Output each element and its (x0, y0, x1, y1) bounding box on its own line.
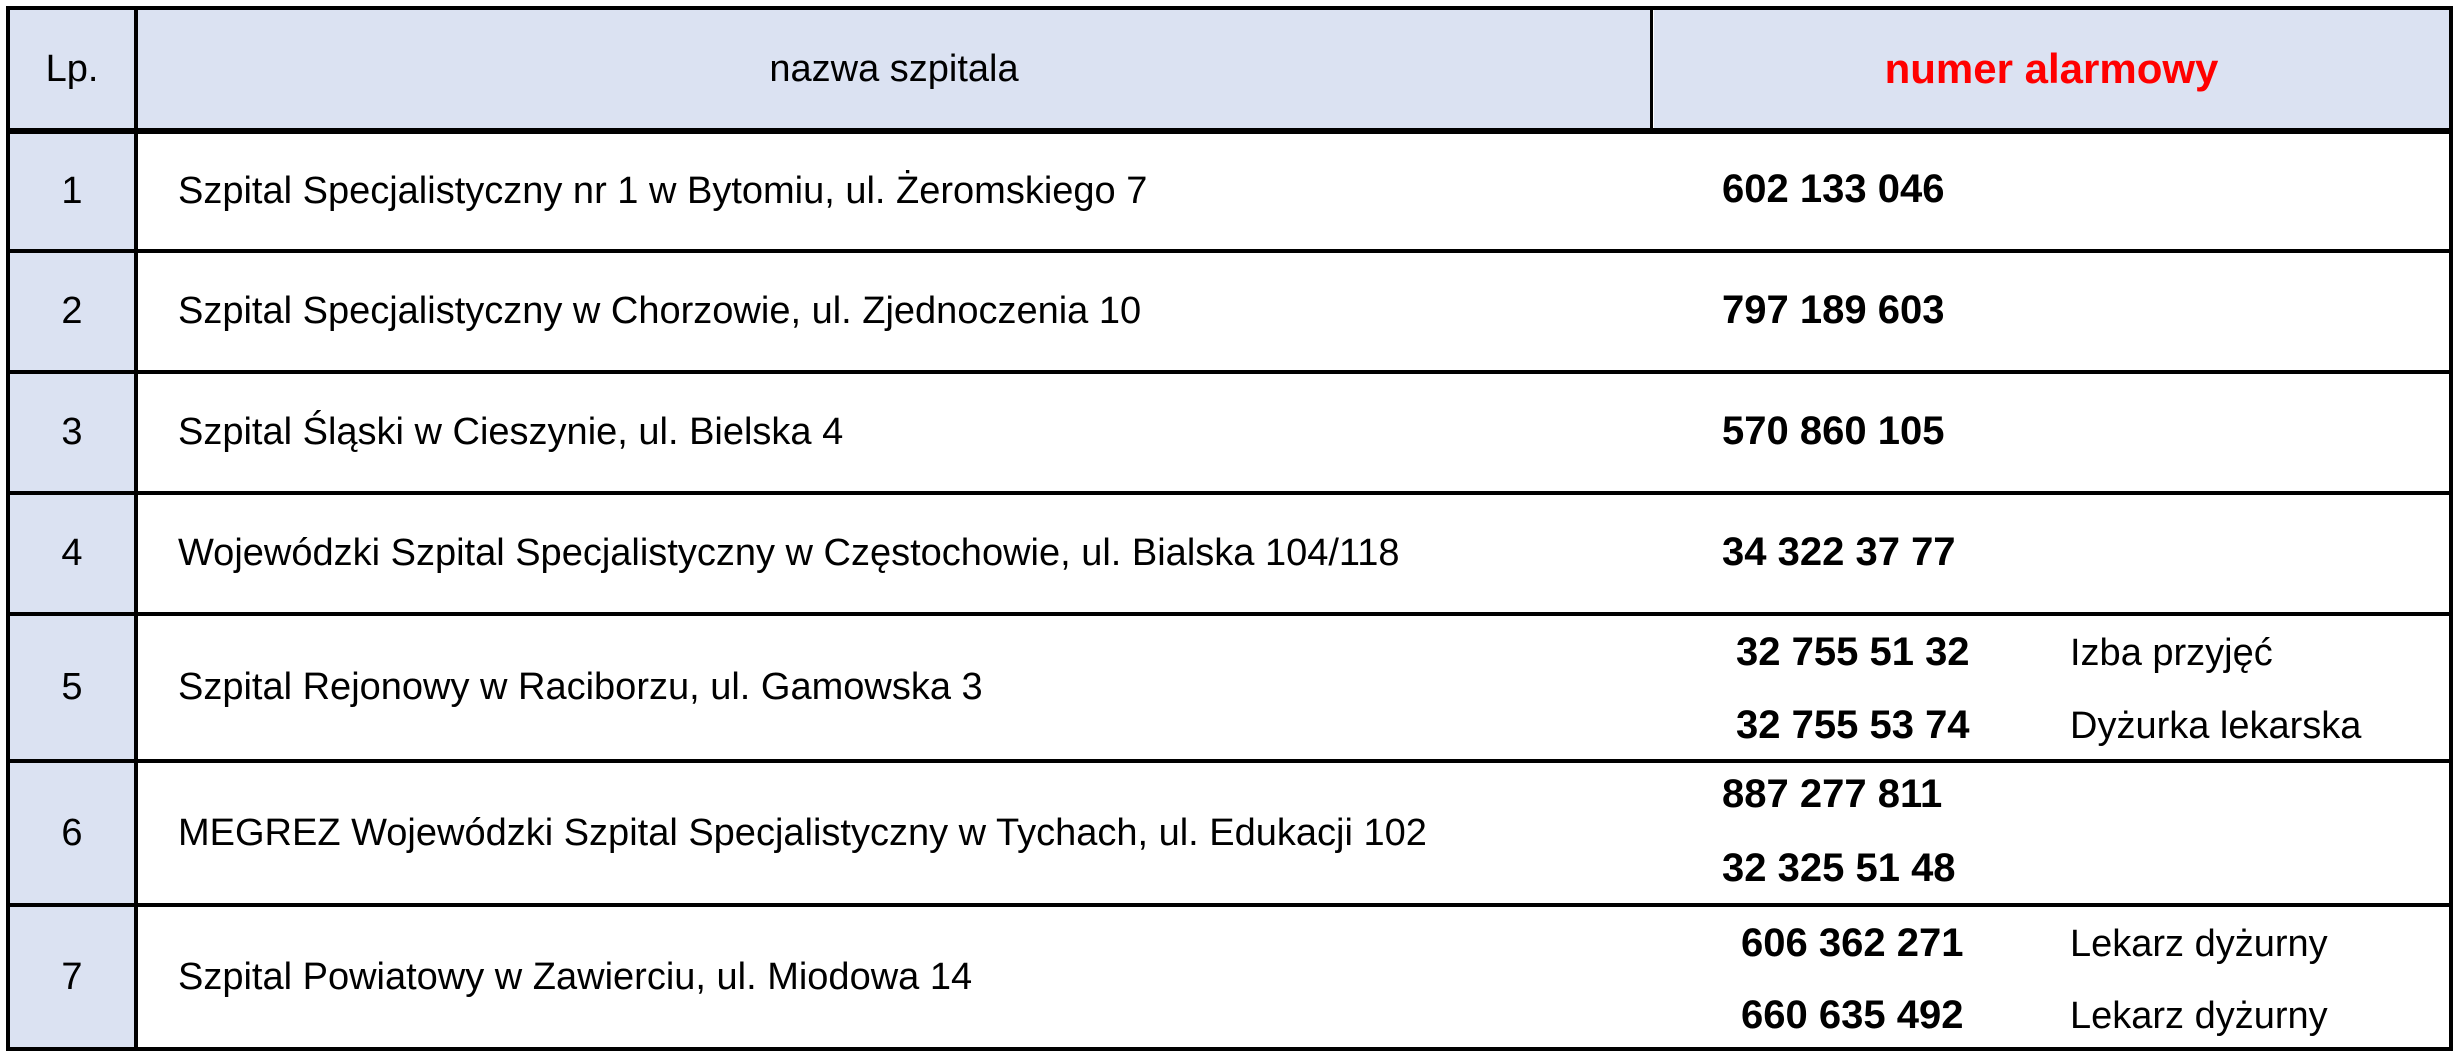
border-left (6, 6, 10, 1051)
row-3-name: Szpital Śląski w Cieszynie, ul. Bielska … (178, 411, 844, 453)
row-5-note-2: Dyżurka lekarska (2070, 705, 2362, 747)
row-2-number: 797 189 603 (1722, 288, 1945, 332)
header-lp: Lp. (10, 10, 134, 128)
row-6-lp: 6 (10, 763, 134, 903)
header-number-label: numer alarmowy (1884, 45, 2219, 92)
row-4-name: Wojewódzki Szpital Specjalistyczny w Czę… (178, 532, 1400, 574)
row-7-name: Szpital Powiatowy w Zawierciu, ul. Miodo… (178, 955, 973, 998)
border-bottom (6, 1047, 2453, 1051)
header-lp-label: Lp. (45, 47, 99, 90)
border-right (2449, 6, 2453, 1051)
row-4-number: 34 322 37 77 (1722, 530, 1956, 574)
row-7-note-1: Lekarz dyżurny (2070, 923, 2328, 965)
header-name-label: nazwa szpitala (769, 47, 1019, 90)
row-5-number-2: 32 755 53 74 (1736, 703, 1970, 747)
row-5-number-1: 32 755 51 32 (1736, 630, 1970, 674)
header-name: nazwa szpitala (138, 10, 1650, 128)
row-divider-5 (6, 759, 2453, 763)
row-4-lp: 4 (10, 495, 134, 612)
row-6-number-1: 887 277 811 (1722, 772, 1943, 816)
header-number: numer alarmowy (1654, 10, 2449, 128)
row-1-number: 602 133 046 (1722, 167, 1945, 211)
row-6-number-2: 32 325 51 48 (1722, 846, 1956, 890)
row-3-lp: 3 (10, 374, 134, 491)
row-3-number: 570 860 105 (1722, 409, 1945, 453)
row-7-number-2: 660 635 492 (1741, 993, 1964, 1037)
row-7-lp: 7 (10, 907, 134, 1047)
row-5-name: Szpital Rejonowy w Raciborzu, ul. Gamows… (178, 666, 983, 708)
row-2-lp: 2 (10, 253, 134, 370)
row-2-name: Szpital Specjalistyczny w Chorzowie, ul.… (178, 290, 1142, 332)
row-divider-6 (6, 903, 2453, 907)
column-divider-1 (134, 6, 138, 1051)
row-1-lp: 1 (10, 134, 134, 249)
row-7-note-2: Lekarz dyżurny (2070, 995, 2328, 1037)
row-5-lp: 5 (10, 616, 134, 759)
border-top (6, 6, 2453, 10)
row-5-note-1: Izba przyjęć (2070, 632, 2273, 674)
row-divider-3 (6, 491, 2453, 495)
row-7-number-1: 606 362 271 (1741, 921, 1964, 965)
row-divider-4 (6, 612, 2453, 616)
row-6-name: MEGREZ Wojewódzki Szpital Specjalistyczn… (178, 811, 1427, 854)
border-header-bottom (6, 128, 2453, 134)
row-1-name: Szpital Specjalistyczny nr 1 w Bytomiu, … (178, 170, 1148, 212)
row-divider-2 (6, 370, 2453, 374)
row-divider-1 (6, 249, 2453, 253)
column-divider-2 (1650, 6, 1653, 130)
